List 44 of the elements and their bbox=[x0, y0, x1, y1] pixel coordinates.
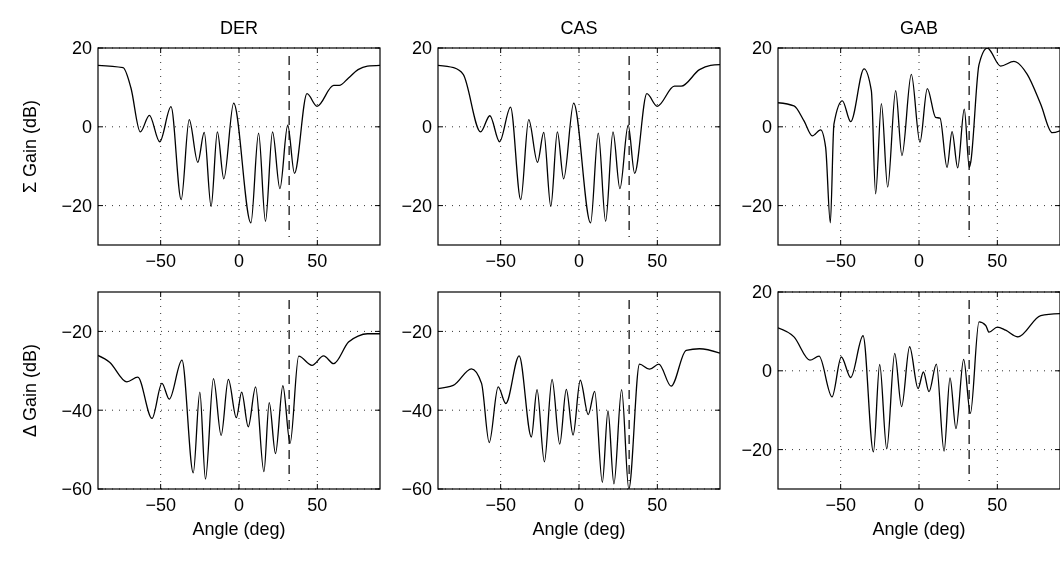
x-tick-label: −50 bbox=[145, 495, 176, 515]
y-axis-title: Δ Gain (dB) bbox=[20, 343, 40, 438]
y-tick-label: 20 bbox=[71, 38, 92, 59]
x-tick-label: −50 bbox=[485, 495, 516, 515]
x-axis-title: Angle (deg) bbox=[872, 519, 966, 539]
x-axis-title: Angle (deg) bbox=[192, 519, 286, 539]
y-tick-label: 20 bbox=[411, 38, 432, 59]
chart-title: CAS bbox=[560, 18, 598, 38]
x-tick-label: 50 bbox=[987, 495, 1008, 515]
x-tick-label: −50 bbox=[825, 251, 856, 271]
y-axis-title: Σ Gain (dB) bbox=[20, 99, 40, 194]
x-tick-label: 50 bbox=[987, 251, 1008, 271]
x-tick-label: −50 bbox=[485, 251, 516, 271]
y-tick-label: −20 bbox=[741, 439, 772, 460]
y-tick-label: −20 bbox=[741, 195, 772, 216]
x-tick-label: −50 bbox=[825, 495, 856, 515]
x-tick-label: 0 bbox=[233, 251, 245, 271]
chart-title: GAB bbox=[899, 18, 939, 38]
x-tick-label: 0 bbox=[573, 495, 585, 515]
y-tick-label: 0 bbox=[421, 117, 432, 138]
y-tick-label: 20 bbox=[751, 282, 772, 303]
y-tick-label: −20 bbox=[61, 321, 92, 342]
x-tick-label: −50 bbox=[145, 251, 176, 271]
y-tick-label: −40 bbox=[401, 400, 432, 421]
y-tick-label: −40 bbox=[61, 400, 92, 421]
y-tick-label: 20 bbox=[751, 38, 772, 59]
y-tick-label: −20 bbox=[401, 321, 432, 342]
x-tick-label: 0 bbox=[233, 495, 245, 515]
y-tick-label: −20 bbox=[401, 195, 432, 216]
y-tick-label: 0 bbox=[761, 361, 772, 382]
chart-title: DER bbox=[219, 18, 259, 38]
x-tick-label: 50 bbox=[647, 495, 668, 515]
x-tick-label: 0 bbox=[573, 251, 585, 271]
y-tick-label: −60 bbox=[61, 479, 92, 500]
y-tick-label: 0 bbox=[761, 117, 772, 138]
x-axis-title: Angle (deg) bbox=[532, 519, 626, 539]
x-tick-label: 50 bbox=[647, 251, 668, 271]
y-tick-label: −20 bbox=[61, 195, 92, 216]
x-tick-label: 50 bbox=[307, 495, 328, 515]
x-tick-label: 0 bbox=[913, 251, 925, 271]
y-tick-label: 0 bbox=[81, 117, 92, 138]
x-tick-label: 0 bbox=[913, 495, 925, 515]
y-tick-label: −60 bbox=[401, 479, 432, 500]
x-tick-label: 50 bbox=[307, 251, 328, 271]
